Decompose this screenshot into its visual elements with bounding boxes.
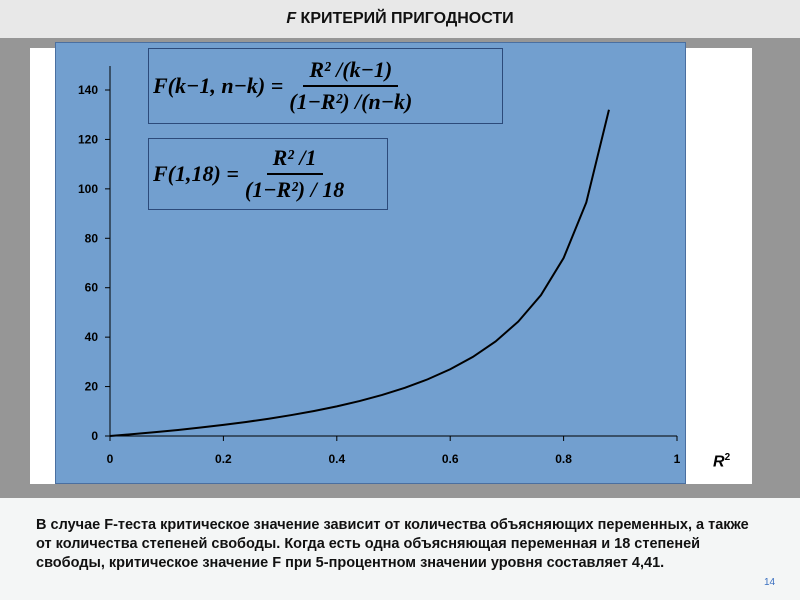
series-line <box>109 109 610 437</box>
formula-general: F(k−1, n−k) = R² /(k−1) (1−R²) /(n−k) <box>148 48 503 124</box>
formula-fraction: R² /1 (1−R²) / 18 <box>245 145 344 203</box>
formula-specific: F(1,18) = R² /1 (1−R²) / 18 <box>148 138 388 210</box>
y-tick-label: 20 <box>85 380 99 394</box>
x-axis-label-sup: 2 <box>724 452 731 463</box>
page-number: 14 <box>764 577 776 588</box>
x-tick-label: 0.2 <box>215 452 232 466</box>
x-tick-label: 0.8 <box>555 452 572 466</box>
y-tick-label: 140 <box>78 83 98 97</box>
plot-area <box>55 42 686 484</box>
formula-denominator: (1−R²) / 18 <box>244 177 345 202</box>
slide-title: F КРИТЕРИЙ ПРИГОДНОСТИ <box>0 0 800 38</box>
formula-lhs: F(k−1, n−k) = <box>153 73 284 98</box>
x-tick-label: 0 <box>107 452 114 466</box>
y-tick-label: 100 <box>78 182 98 196</box>
title-text: КРИТЕРИЙ ПРИГОДНОСТИ <box>296 10 514 27</box>
y-tick-label: 60 <box>85 281 99 295</box>
x-axis-label: R2 <box>713 452 730 471</box>
formula-denominator: (1−R²) /(n−k) <box>289 89 413 114</box>
y-tick-label: 0 <box>91 429 98 443</box>
formula-numerator: R² /1 <box>266 145 323 175</box>
caption: В случае F-теста критическое значение за… <box>36 517 749 571</box>
y-tick-label: 120 <box>78 132 98 146</box>
title-f: F <box>286 10 297 27</box>
y-tick-label: 40 <box>85 330 99 344</box>
formula-numerator: R² /(k−1) <box>303 57 399 87</box>
x-axis-label-text: R <box>713 453 725 471</box>
formula-fraction: R² /(k−1) (1−R²) /(n−k) <box>289 57 412 115</box>
x-tick-label: 0.4 <box>328 452 345 466</box>
formula-lhs: F(1,18) = <box>153 161 239 186</box>
y-tick-label: 80 <box>85 231 99 245</box>
x-tick-label: 0.6 <box>442 452 459 466</box>
x-tick-label: 1 <box>674 452 681 466</box>
